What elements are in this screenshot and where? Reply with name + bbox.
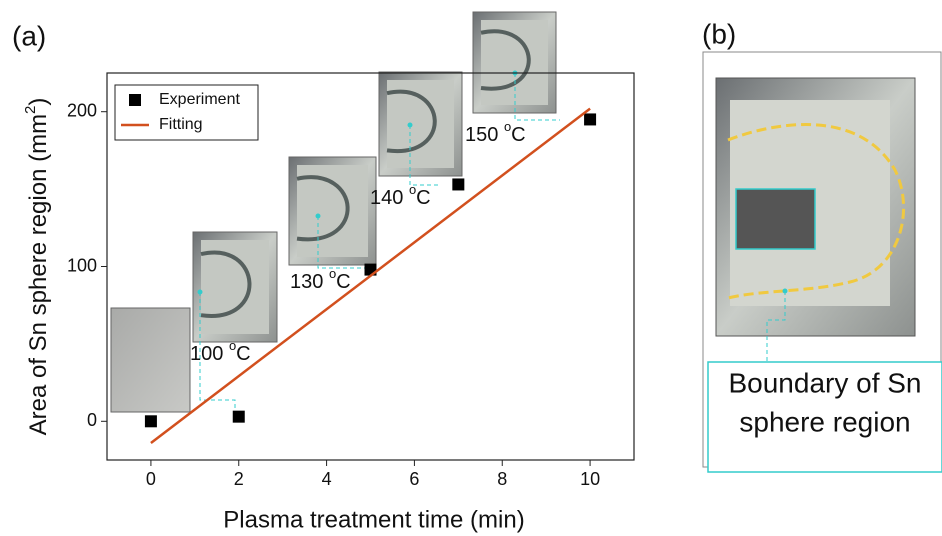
legend-swatch (129, 94, 141, 106)
y-axis-label-text: Area of Sn sphere region (mm (25, 114, 52, 435)
x-tick-label: 10 (580, 469, 600, 489)
data-point (232, 410, 245, 423)
boundary-band (386, 89, 437, 154)
boundary-line (727, 123, 906, 300)
y-axis-label-end: ) (25, 98, 52, 106)
annotation-text: 140 (370, 187, 409, 209)
data-point (584, 113, 597, 126)
boundary-band (296, 175, 350, 242)
annotation-sup: o (409, 182, 416, 197)
annotation-text: 130 (290, 271, 329, 293)
y-tick-label: 200 (67, 100, 97, 120)
sample-photo (110, 307, 191, 413)
callout-box (707, 361, 942, 473)
fit-line (150, 107, 591, 444)
x-axis-label: Plasma treatment time (min) (223, 506, 524, 533)
photo-layer (110, 11, 560, 413)
y-tick-label: 100 (67, 255, 97, 275)
data-point (452, 178, 465, 191)
panel-label: (a) (12, 20, 46, 51)
annotation-unit: C (336, 271, 350, 293)
x-tick-label: 0 (146, 469, 156, 489)
leader-line (317, 216, 368, 269)
annotation-text: 100 (190, 343, 229, 365)
callout-text: sphere region (739, 406, 910, 437)
callout-text: Boundary of Sn (728, 367, 921, 398)
x-tick-label: 8 (497, 469, 507, 489)
annotation-unit: C (511, 124, 525, 146)
annotation-text: 150 (465, 124, 504, 146)
boundary-band (480, 29, 531, 91)
annotation: 150 oC (465, 119, 526, 146)
annotation-sup: o (229, 338, 236, 353)
annotation-unit: C (416, 187, 430, 209)
x-tick-label: 4 (322, 469, 332, 489)
annotation: 100 oC (190, 338, 251, 365)
annotation: 140 oC (370, 182, 431, 209)
x-tick-label: 6 (409, 469, 419, 489)
panel-label: (b) (702, 18, 736, 49)
boundary-band (200, 250, 252, 318)
y-axis-label-sup: 2 (22, 106, 39, 114)
annotation-sup: o (329, 266, 336, 281)
sample-surface (201, 240, 269, 334)
sem-inset (735, 188, 816, 250)
annotation: 130 oC (290, 266, 351, 293)
leader-line (199, 292, 236, 413)
leader-line (514, 73, 560, 121)
legend-label: Fitting (159, 116, 203, 133)
leader-line (409, 125, 440, 186)
annotation-unit: C (236, 343, 250, 365)
data-point (144, 415, 157, 428)
legend-label: Experiment (159, 91, 240, 108)
y-axis-label: Area of Sn sphere region (mm2) (22, 98, 52, 436)
sample-surface (297, 165, 368, 257)
annotation-sup: o (504, 119, 511, 134)
y-tick-label: 0 (87, 410, 97, 430)
x-tick-label: 2 (234, 469, 244, 489)
leader-line (766, 291, 786, 362)
